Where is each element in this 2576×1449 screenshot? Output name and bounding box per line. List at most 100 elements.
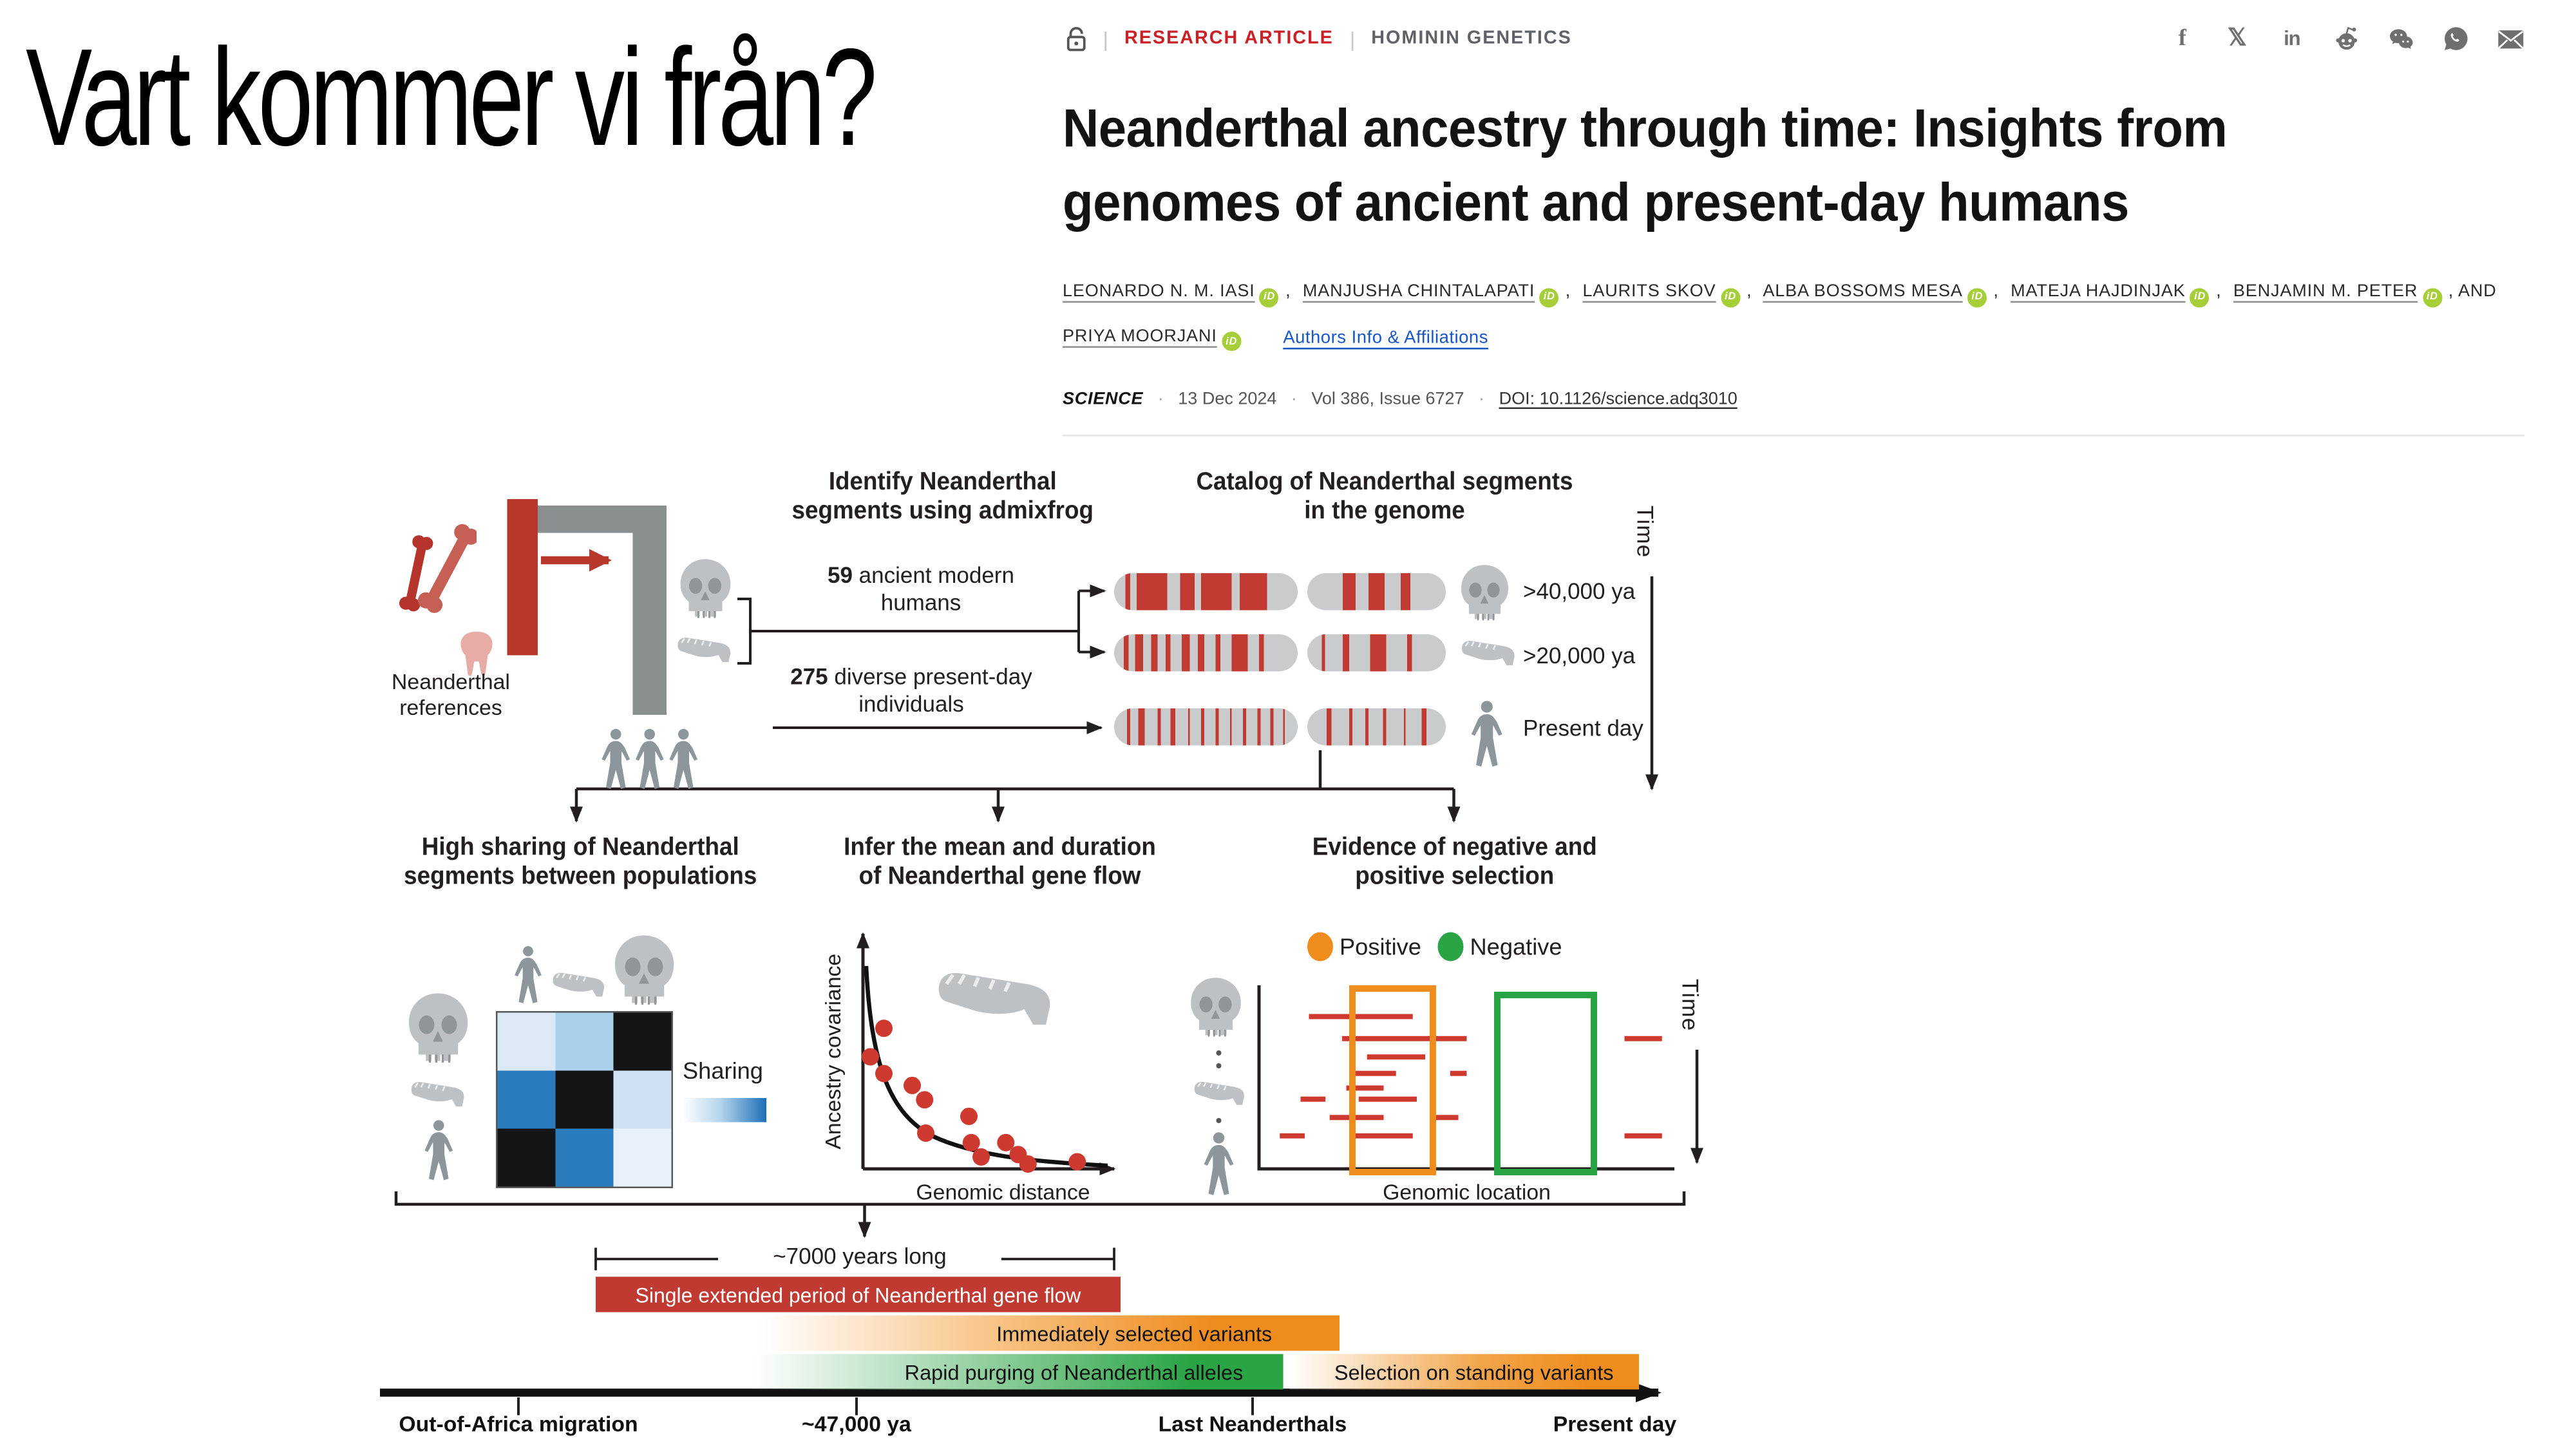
kicker-research-article[interactable]: RESEARCH ARTICLE [1124,29,1334,48]
authors-info-affiliations-link[interactable]: Authors Info & Affiliations [1283,328,1488,348]
chromosome [1114,634,1298,672]
journal-name: SCIENCE [1063,390,1144,410]
neanderthal-band [1138,708,1146,746]
author-separator: , [1285,281,1291,301]
neanderthal-branch-bar [507,499,538,656]
human-branch-bar-vertical [632,533,667,715]
separator: | [1349,26,1356,51]
author-separator: , [1747,281,1752,301]
dot-separator: · [1479,390,1485,410]
doi-link[interactable]: DOI: 10.1126/science.adq3010 [1499,390,1738,410]
heatmap-cell [497,1012,556,1071]
section-hominin-genetics[interactable]: HOMININ GENETICS [1371,29,1572,48]
panel-title-selection: Evidence of negative and positive select… [1312,834,1597,891]
neanderthal-band [1343,573,1356,611]
separator: | [1103,26,1108,51]
chromosome [1307,708,1446,746]
heatmap-cell [497,1070,556,1129]
and-label: , AND [2448,281,2497,301]
orcid-icon[interactable]: iD [1222,332,1242,352]
heatmap-cell [613,1012,672,1071]
rapid-purging-bar: Rapid purging of Neanderthal alleles [752,1354,1283,1390]
author-link[interactable]: BENJAMIN M. PETER [2233,281,2418,301]
neanderthal-band [1406,634,1413,672]
timeline-label-out-of-africa: Out-of-Africa migration [399,1412,638,1437]
gene-flow-period-bar: Single extended period of Neanderthal ge… [596,1276,1121,1312]
neanderthal-band [1327,708,1332,746]
share-toolbar: f 𝕏 in [2169,25,2525,53]
jaw-icon [1191,1079,1248,1106]
linkedin-icon[interactable]: in [2284,26,2301,50]
orcid-icon[interactable]: iD [2422,287,2442,307]
x-twitter-icon[interactable]: 𝕏 [2228,24,2247,51]
skull-icon [1188,976,1243,1040]
neanderthal-band [1180,573,1195,611]
person-icon [1201,1130,1236,1201]
author-list: LEONARDO N. M. IASI iD, MANJUSHA CHINTALA… [1063,282,2524,352]
author-link[interactable]: LEONARDO N. M. IASI [1063,281,1255,301]
neanderthal-band [1383,708,1386,746]
neanderthal-band [1349,708,1352,746]
neanderthal-references-label: Neanderthal references [392,670,510,720]
jaw-icon [934,966,1056,1027]
row-label-40000ya: >40,000 ya [1523,578,1636,604]
orcid-icon[interactable]: iD [2190,287,2210,307]
author-link[interactable]: PRIYA MOORJANI [1063,326,1217,346]
jaw-icon [551,969,607,998]
author-link[interactable]: MATEJA HAJDINJAK [2011,281,2186,301]
row-label-20000ya: >20,000 ya [1523,642,1636,668]
immediately-selected-bar: Immediately selected variants [760,1315,1340,1351]
neanderthal-band [1126,708,1131,746]
orcid-icon[interactable]: iD [1967,287,1987,307]
timeline-label-last-neanderthals: Last Neanderthals [1158,1412,1347,1437]
neanderthal-band [1200,573,1232,611]
wechat-icon[interactable] [2388,25,2416,53]
sharing-legend-label: Sharing [683,1059,763,1085]
jaw-icon [409,1079,467,1108]
orcid-icon[interactable]: iD [1260,287,1280,307]
neanderthal-band [1404,708,1406,746]
orcid-icon[interactable]: iD [1539,287,1559,307]
author-separator: , [1565,281,1571,301]
neanderthal-band [1283,708,1286,746]
orcid-icon[interactable]: iD [1721,287,1741,307]
neanderthal-band [1198,634,1204,672]
neanderthal-band [1215,708,1219,746]
author-link[interactable]: LAURITS SKOV [1582,281,1716,301]
dot-separator: · [1157,390,1164,410]
human-branch-bar-horizontal [538,506,667,533]
slide-title: Vart kommer vi från? [26,21,878,176]
chromosome [1307,634,1446,672]
whatsapp-icon[interactable] [2443,25,2470,53]
heatmap-cell [613,1128,672,1187]
person-icon [1468,699,1506,773]
neanderthal-band [1369,634,1387,672]
author-separator: , [1993,281,1999,301]
neanderthal-band [1136,573,1168,611]
neanderthal-band [1401,573,1410,611]
neanderthal-band [1259,634,1265,672]
email-icon[interactable] [2497,25,2525,53]
positive-legend-label: Positive [1340,935,1421,961]
panel-title-identify: Identify Neanderthal segments using admi… [791,468,1094,526]
article-header: | RESEARCH ARTICLE | HOMININ GENETICS f … [1063,23,2524,437]
header-divider [1063,435,2524,437]
neanderthal-band [1123,634,1129,672]
neanderthal-band [1125,573,1131,611]
open-access-lock-icon [1063,25,1090,53]
neanderthal-band [1182,634,1189,672]
skull-icon [406,992,470,1066]
scatter-points [861,1019,1086,1173]
author-link[interactable]: ALBA BOSSOMS MESA [1763,281,1963,301]
facebook-icon[interactable]: f [2178,24,2186,51]
neanderthal-band [1321,634,1325,672]
person-icon [667,724,701,797]
reddit-icon[interactable] [2333,25,2361,53]
jaw-icon [1459,638,1519,667]
article-title: Neanderthal ancestry through time: Insig… [1063,100,2228,233]
publish-date: 13 Dec 2024 [1178,390,1277,410]
author-link[interactable]: MANJUSHA CHINTALAPATI [1302,281,1535,301]
neanderthal-band [1368,573,1385,611]
neanderthal-band [1187,708,1190,746]
